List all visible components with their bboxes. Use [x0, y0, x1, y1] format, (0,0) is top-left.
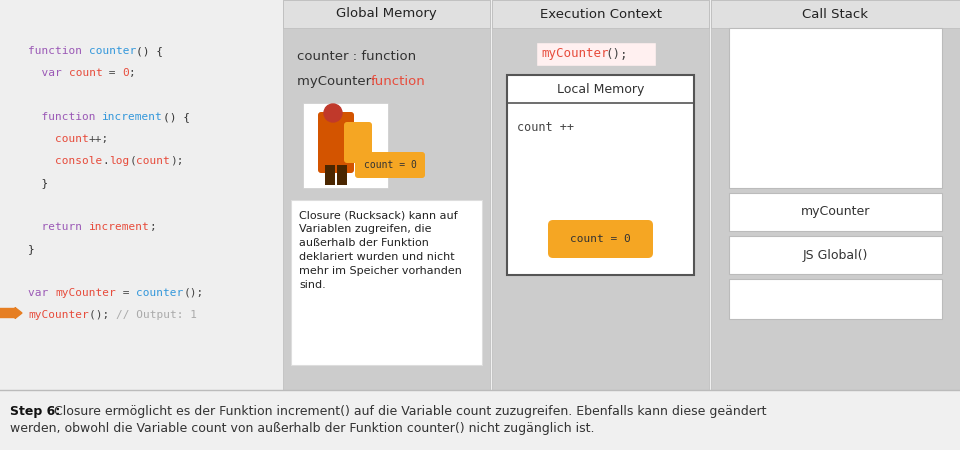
Text: Local Memory: Local Memory [557, 82, 644, 95]
Text: console: console [28, 156, 103, 166]
Bar [283, 0, 490, 390]
Text: function: function [371, 75, 425, 88]
Text: myCounter: myCounter [28, 310, 88, 320]
Text: var: var [28, 68, 68, 78]
Text: Call Stack: Call Stack [803, 8, 869, 21]
Bar [325, 165, 335, 185]
Text: function: function [28, 112, 103, 122]
Text: (: ( [130, 156, 136, 166]
Text: count: count [68, 68, 103, 78]
Text: ;: ; [150, 222, 156, 232]
Text: werden, obwohl die Variable count von außerhalb der Funktion counter() nicht zug: werden, obwohl die Variable count von au… [10, 422, 594, 435]
Text: () {: () { [136, 46, 163, 56]
Bar [729, 279, 942, 319]
Text: ();: (); [88, 310, 116, 320]
Bar [0, 0, 283, 390]
Bar [337, 165, 347, 185]
Text: myCounter: myCounter [541, 48, 609, 60]
Bar [711, 0, 960, 28]
FancyBboxPatch shape [548, 220, 653, 258]
Text: =: = [103, 68, 123, 78]
Bar [507, 75, 694, 275]
Text: myCounter: myCounter [801, 206, 870, 219]
FancyBboxPatch shape [344, 122, 372, 163]
Text: }: } [28, 178, 48, 188]
Bar [729, 236, 942, 274]
Bar [492, 0, 709, 390]
Text: count = 0: count = 0 [570, 234, 631, 244]
Bar [492, 0, 709, 28]
FancyBboxPatch shape [318, 112, 354, 173]
Text: counter : function: counter : function [297, 50, 416, 63]
Text: count = 0: count = 0 [364, 160, 417, 170]
Text: );: ); [170, 156, 183, 166]
Bar [291, 200, 482, 365]
Text: count: count [28, 134, 88, 144]
Bar [283, 0, 490, 28]
Text: Global Memory: Global Memory [336, 8, 437, 21]
Text: () {: () { [163, 112, 190, 122]
Text: ();: (); [183, 288, 204, 298]
Text: Execution Context: Execution Context [540, 8, 661, 21]
Text: return: return [28, 222, 88, 232]
Text: ();: (); [606, 48, 628, 60]
Bar [729, 193, 942, 231]
Text: ;: ; [130, 68, 136, 78]
Text: Step 6:: Step 6: [10, 405, 60, 418]
Text: increment: increment [103, 112, 163, 122]
Bar [711, 0, 960, 390]
Text: myCounter:: myCounter: [297, 75, 379, 88]
Text: 0: 0 [123, 68, 130, 78]
Circle shape [324, 104, 342, 122]
Text: =: = [116, 288, 136, 298]
Bar [729, 28, 942, 188]
Text: JS Global(): JS Global() [803, 248, 868, 261]
FancyBboxPatch shape [355, 152, 425, 178]
Text: counter: counter [136, 288, 183, 298]
Text: // Output: 1: // Output: 1 [116, 310, 197, 320]
Bar [303, 103, 388, 188]
Text: count: count [136, 156, 170, 166]
Text: counter: counter [88, 46, 136, 56]
Text: .: . [103, 156, 109, 166]
Text: }: } [28, 244, 35, 254]
Text: increment: increment [88, 222, 150, 232]
Text: var: var [28, 288, 55, 298]
Text: Closure ermöglicht es der Funktion increment() auf die Variable count zuzugreife: Closure ermöglicht es der Funktion incre… [50, 405, 766, 418]
Text: Closure (Rucksack) kann auf
Variablen zugreifen, die
außerhalb der Funktion
dekl: Closure (Rucksack) kann auf Variablen zu… [299, 210, 462, 290]
Bar [536, 42, 656, 66]
Text: function: function [28, 46, 88, 56]
Text: log: log [109, 156, 130, 166]
FancyArrow shape [0, 307, 22, 319]
Text: myCounter: myCounter [55, 288, 116, 298]
Text: count ++: count ++ [517, 121, 574, 134]
Text: ++;: ++; [88, 134, 109, 144]
